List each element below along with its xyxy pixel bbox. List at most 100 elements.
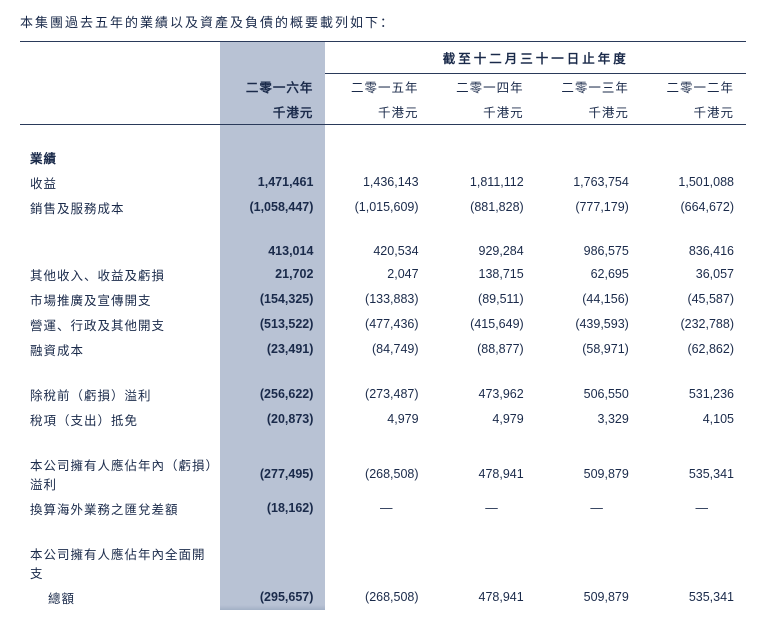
- cell: (513,522): [220, 312, 325, 337]
- col-header-2015: 二零一五年: [325, 74, 430, 100]
- unit-2013: 千港元: [536, 99, 641, 125]
- row-label: 本公司擁有人應佔年內（虧損）溢利: [20, 452, 220, 496]
- spacer: [20, 99, 220, 125]
- unit-2015: 千港元: [325, 99, 430, 125]
- row-label: 除稅前（虧損）溢利: [20, 382, 220, 407]
- cell: 420,534: [325, 240, 430, 262]
- cell: 138,715: [431, 262, 536, 287]
- col-header-row-2: 千港元 千港元 千港元 千港元 千港元: [20, 99, 746, 125]
- cell: (44,156): [536, 287, 641, 312]
- cell: (62,862): [641, 337, 746, 362]
- cell: (18,162): [220, 496, 325, 521]
- col-header-2016: 二零一六年: [220, 74, 325, 100]
- gap: [20, 220, 746, 240]
- cell: (881,828): [431, 195, 536, 220]
- cell: 535,341: [641, 585, 746, 610]
- cell: (277,495): [220, 452, 325, 496]
- gap: [20, 362, 746, 382]
- cell: (133,883): [325, 287, 430, 312]
- cell: (58,971): [536, 337, 641, 362]
- cell: 1,501,088: [641, 170, 746, 195]
- cell: 1,811,112: [431, 170, 536, 195]
- financial-table-container: 截至十二月三十一日止年度 二零一六年 二零一五年 二零一四年 二零一三年 二零一…: [20, 41, 746, 610]
- row-label: 銷售及服務成本: [20, 195, 220, 220]
- table-row: 融資成本 (23,491) (84,749) (88,877) (58,971)…: [20, 337, 746, 362]
- cell: (1,015,609): [325, 195, 430, 220]
- section-title: 業績: [20, 145, 220, 170]
- table-row: 總額 (295,657) (268,508) 478,941 509,879 5…: [20, 585, 746, 610]
- cell: (415,649): [431, 312, 536, 337]
- cell: (232,788): [641, 312, 746, 337]
- col-header-row-1: 二零一六年 二零一五年 二零一四年 二零一三年 二零一二年: [20, 74, 746, 100]
- cell: (1,058,447): [220, 195, 325, 220]
- cell: 4,979: [325, 407, 430, 432]
- super-header-row: 截至十二月三十一日止年度: [20, 42, 746, 74]
- unit-2016: 千港元: [220, 99, 325, 125]
- table-row: 本公司擁有人應佔年內（虧損）溢利 (277,495) (268,508) 478…: [20, 452, 746, 496]
- cell: (268,508): [325, 452, 430, 496]
- table-row: 稅項（支出）抵免 (20,873) 4,979 4,979 3,329 4,10…: [20, 407, 746, 432]
- table-row: 收益 1,471,461 1,436,143 1,811,112 1,763,7…: [20, 170, 746, 195]
- cell: (84,749): [325, 337, 430, 362]
- cell: (256,622): [220, 382, 325, 407]
- cell: 4,105: [641, 407, 746, 432]
- col-header-2012: 二零一二年: [641, 74, 746, 100]
- spacer: [220, 145, 325, 170]
- cell: 506,550: [536, 382, 641, 407]
- cell: —: [325, 496, 430, 521]
- cell: 929,284: [431, 240, 536, 262]
- cell: 1,436,143: [325, 170, 430, 195]
- table-row: 銷售及服務成本 (1,058,447) (1,015,609) (881,828…: [20, 195, 746, 220]
- gap: [20, 125, 746, 145]
- cell: 836,416: [641, 240, 746, 262]
- col-header-2013: 二零一三年: [536, 74, 641, 100]
- cell: (45,587): [641, 287, 746, 312]
- cell: (777,179): [536, 195, 641, 220]
- col-header-2014: 二零一四年: [431, 74, 536, 100]
- cell: (295,657): [220, 585, 325, 610]
- table-row: 其他收入、收益及虧損 21,702 2,047 138,715 62,695 3…: [20, 262, 746, 287]
- cell: 36,057: [641, 262, 746, 287]
- cell: 509,879: [536, 452, 641, 496]
- table-row: 市場推廣及宣傳開支 (154,325) (133,883) (89,511) (…: [20, 287, 746, 312]
- section-title-row: 業績: [20, 145, 746, 170]
- cell: 478,941: [431, 452, 536, 496]
- table-row: 營運、行政及其他開支 (513,522) (477,436) (415,649)…: [20, 312, 746, 337]
- cell: 21,702: [220, 262, 325, 287]
- cell: —: [536, 496, 641, 521]
- cell: —: [641, 496, 746, 521]
- unit-2012: 千港元: [641, 99, 746, 125]
- table-row: 換算海外業務之匯兌差額 (18,162) — — — —: [20, 496, 746, 521]
- cell: (23,491): [220, 337, 325, 362]
- spacer: [220, 541, 325, 585]
- row-label: 收益: [20, 170, 220, 195]
- row-label: 本公司擁有人應佔年內全面開支: [20, 541, 220, 585]
- row-label: 市場推廣及宣傳開支: [20, 287, 220, 312]
- cell: 473,962: [431, 382, 536, 407]
- cell: 535,341: [641, 452, 746, 496]
- cell: (89,511): [431, 287, 536, 312]
- cell: —: [431, 496, 536, 521]
- cell: 3,329: [536, 407, 641, 432]
- financial-summary-table: 截至十二月三十一日止年度 二零一六年 二零一五年 二零一四年 二零一三年 二零一…: [20, 42, 746, 610]
- cell: (273,487): [325, 382, 430, 407]
- cell: 4,979: [431, 407, 536, 432]
- row-label: 其他收入、收益及虧損: [20, 262, 220, 287]
- cell: (664,672): [641, 195, 746, 220]
- row-label: 總額: [20, 585, 220, 610]
- table-row: 除稅前（虧損）溢利 (256,622) (273,487) 473,962 50…: [20, 382, 746, 407]
- table-row: 413,014 420,534 929,284 986,575 836,416: [20, 240, 746, 262]
- cell: (154,325): [220, 287, 325, 312]
- spacer: [20, 74, 220, 100]
- cell: (439,593): [536, 312, 641, 337]
- cell: (268,508): [325, 585, 430, 610]
- cell: (477,436): [325, 312, 430, 337]
- row-label: 稅項（支出）抵免: [20, 407, 220, 432]
- spacer: [220, 42, 325, 74]
- cell: 531,236: [641, 382, 746, 407]
- spacer: [20, 42, 220, 74]
- cell: 413,014: [220, 240, 325, 262]
- cell: 2,047: [325, 262, 430, 287]
- gap: [20, 521, 746, 541]
- cell: (88,877): [431, 337, 536, 362]
